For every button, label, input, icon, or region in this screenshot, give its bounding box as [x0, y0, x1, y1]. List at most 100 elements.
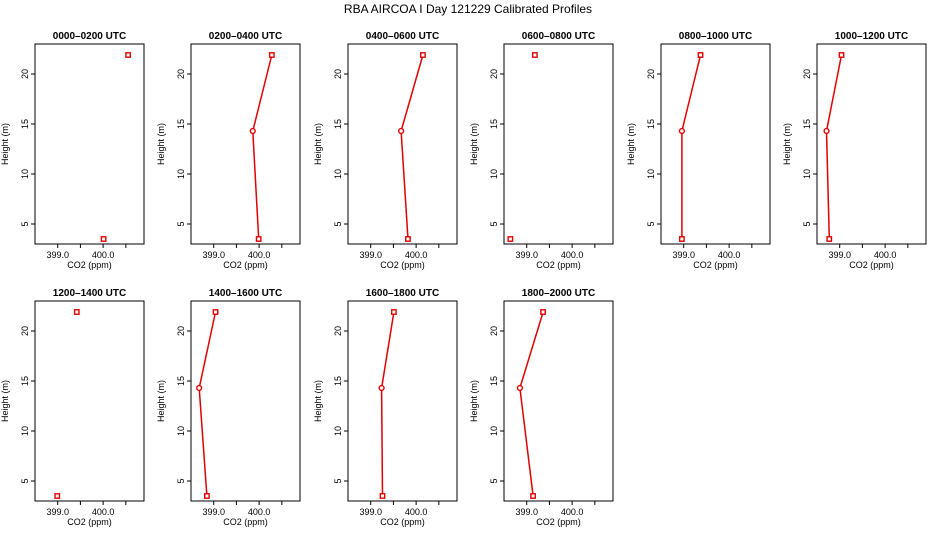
data-point-square — [73, 309, 80, 315]
data-point-square — [100, 236, 107, 242]
profile-line — [198, 311, 217, 497]
data-point-square — [203, 493, 210, 499]
y-tick-label: 15 — [20, 119, 30, 129]
y-axis-label: Height (m) — [469, 123, 479, 165]
panel-title: 1600–1800 UTC — [366, 288, 439, 299]
y-tick-label: 15 — [176, 119, 186, 129]
y-tick-label: 20 — [333, 326, 343, 336]
y-tick-label: 10 — [20, 169, 30, 179]
y-tick-label: 20 — [646, 69, 656, 79]
y-tick-label: 10 — [333, 426, 343, 436]
panel-title: 1000–1200 UTC — [835, 31, 908, 42]
y-tick-label: 5 — [176, 478, 186, 483]
profile-line — [380, 311, 395, 497]
x-tick-label: 400.0 — [248, 250, 271, 260]
plot-frame — [503, 43, 614, 245]
y-tick-label: 20 — [176, 69, 186, 79]
data-point-square — [838, 52, 845, 58]
plot-frame — [503, 300, 614, 502]
x-tick-label: 399.0 — [828, 250, 851, 260]
y-tick-label: 5 — [176, 221, 186, 226]
chart-panel: 1600–1800 UTC 399.0 400.0 5 10 15 20 CO2 (ppm) H… — [313, 288, 458, 527]
x-axis-label: CO2 (ppm) — [536, 517, 581, 527]
y-tick-label: 10 — [489, 426, 499, 436]
x-tick-label: 400.0 — [874, 250, 897, 260]
profile-line — [825, 54, 843, 240]
data-point-square — [507, 236, 514, 242]
plot-frame — [347, 43, 458, 245]
x-tick-label: 399.0 — [515, 250, 538, 260]
y-tick-label: 20 — [20, 326, 30, 336]
y-axis-label: Height (m) — [313, 123, 323, 165]
figure-title: RBA AIRCOA I Day 121229 Calibrated Profi… — [344, 2, 592, 16]
y-tick-label: 15 — [489, 119, 499, 129]
y-tick-label: 15 — [333, 119, 343, 129]
chart-panel: 1200–1400 UTC 399.0 400.0 5 10 15 20 CO2 (ppm) H… — [0, 288, 145, 527]
y-tick-label: 20 — [802, 69, 812, 79]
y-tick-label: 5 — [489, 478, 499, 483]
x-axis-label: CO2 (ppm) — [380, 260, 425, 270]
data-point-circle — [196, 384, 203, 392]
data-point-circle — [249, 127, 256, 135]
data-point-square — [531, 52, 538, 58]
y-tick-label: 20 — [489, 69, 499, 79]
panel-title: 1400–1600 UTC — [209, 288, 282, 299]
x-axis-label: CO2 (ppm) — [536, 260, 581, 270]
plot-frame — [660, 43, 771, 245]
y-tick-label: 5 — [333, 478, 343, 483]
y-axis-label: Height (m) — [313, 380, 323, 422]
x-tick-label: 399.0 — [672, 250, 695, 260]
chart-panel: 0400–0600 UTC 399.0 400.0 5 10 15 20 CO2 (ppm) H… — [313, 31, 458, 270]
data-point-square — [390, 309, 397, 315]
x-tick-label: 400.0 — [405, 250, 428, 260]
chart-panel: 1000–1200 UTC 399.0 400.0 5 10 15 20 CO2 (ppm) H… — [782, 31, 927, 270]
x-tick-label: 400.0 — [718, 250, 741, 260]
plot-frame — [347, 300, 458, 502]
y-tick-label: 10 — [333, 169, 343, 179]
profile-line — [681, 54, 702, 239]
x-axis-label: CO2 (ppm) — [67, 260, 112, 270]
panel-title: 1200–1400 UTC — [53, 288, 126, 299]
profile-line — [519, 311, 544, 497]
data-point-square — [125, 52, 132, 58]
y-axis-label: Height (m) — [469, 380, 479, 422]
x-tick-label: 400.0 — [92, 250, 115, 260]
x-tick-label: 399.0 — [46, 507, 69, 517]
x-axis-label: CO2 (ppm) — [849, 260, 894, 270]
x-tick-label: 399.0 — [359, 507, 382, 517]
y-tick-label: 10 — [176, 169, 186, 179]
x-axis-label: CO2 (ppm) — [223, 517, 268, 527]
data-point-circle — [378, 384, 385, 392]
plot-frame — [190, 300, 301, 502]
panel-title: 0600–0800 UTC — [522, 31, 595, 42]
y-tick-label: 5 — [646, 221, 656, 226]
data-point-square — [530, 493, 536, 499]
data-point-circle — [823, 127, 830, 135]
y-tick-label: 10 — [646, 169, 656, 179]
y-tick-label: 15 — [20, 376, 30, 386]
chart-panel: 1400–1600 UTC 399.0 400.0 5 10 15 20 CO2 (ppm) H… — [156, 288, 301, 527]
x-tick-label: 399.0 — [202, 507, 225, 517]
panel-title: 0400–0600 UTC — [366, 31, 439, 42]
y-tick-label: 5 — [20, 478, 30, 483]
data-point-square — [268, 52, 275, 58]
x-tick-label: 400.0 — [405, 507, 428, 517]
y-axis-label: Height (m) — [156, 123, 166, 165]
data-point-circle — [678, 127, 685, 135]
panel-title: 0800–1000 UTC — [679, 31, 752, 42]
profile-line — [400, 54, 424, 240]
x-axis-label: CO2 (ppm) — [380, 517, 425, 527]
x-axis-label: CO2 (ppm) — [693, 260, 738, 270]
chart-panel: 0200–0400 UTC 399.0 400.0 5 10 15 20 CO2 (ppm) H… — [156, 31, 301, 270]
y-axis-label: Height (m) — [626, 123, 636, 165]
data-point-square — [255, 236, 262, 242]
panel-title: 0000–0200 UTC — [53, 31, 126, 42]
x-tick-label: 399.0 — [46, 250, 69, 260]
chart-panel: 0800–1000 UTC 399.0 400.0 5 10 15 20 CO2 (ppm) H… — [626, 31, 771, 270]
y-tick-label: 15 — [489, 376, 499, 386]
y-tick-label: 10 — [489, 169, 499, 179]
plot-frame — [190, 43, 301, 245]
data-point-square — [420, 52, 426, 58]
data-point-square — [826, 236, 833, 242]
